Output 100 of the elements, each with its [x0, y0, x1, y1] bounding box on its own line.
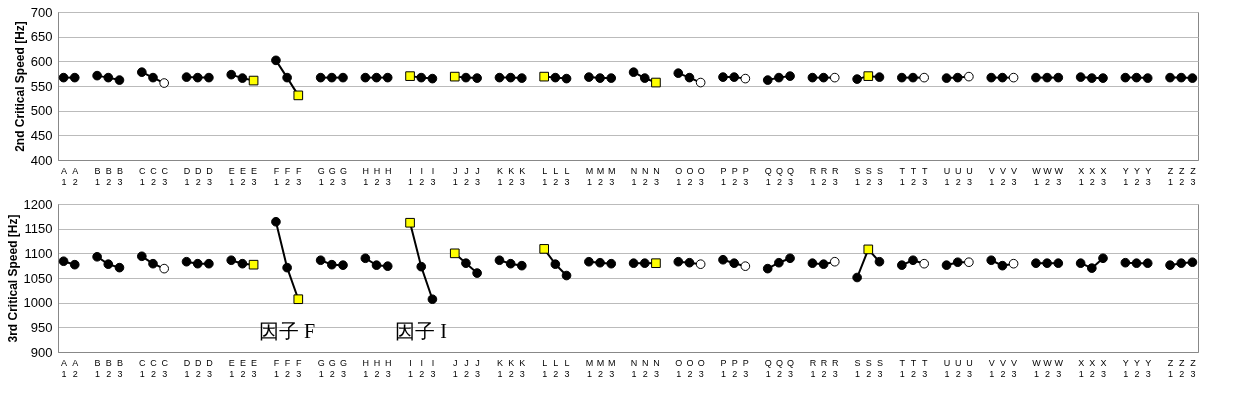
x-tick-label: S 1: [854, 357, 861, 379]
x-tick-label: Y 2: [1134, 165, 1141, 187]
x-tick-label: E 2: [239, 357, 246, 379]
x-tick-label: V 3: [1011, 165, 1018, 187]
x-tick-label: K 3: [519, 357, 526, 379]
x-tick-label: N 2: [642, 357, 649, 379]
x-tick-label: O 3: [697, 165, 705, 187]
y-tick-label: 600: [30, 53, 53, 69]
x-tick-label: T 2: [910, 357, 917, 379]
x-tick-label: C 3: [161, 357, 169, 379]
y-tick-label: 1000: [23, 295, 53, 311]
x-tick-label: D 2: [194, 165, 202, 187]
x-tick-label: B 1: [94, 357, 101, 379]
x-tick-label: G 1: [317, 165, 325, 187]
x-tick-label: N 3: [653, 357, 660, 379]
x-tick-label: U 2: [954, 165, 962, 187]
x-tick-label: Y 3: [1145, 165, 1152, 187]
x-tick-label: V 1: [988, 165, 995, 187]
x-tick-label: F 3: [296, 165, 303, 187]
x-tick-label: P 2: [731, 357, 738, 379]
x-tick-label: T 1: [899, 165, 906, 187]
x-tick-label: Q 1: [764, 357, 772, 379]
x-tick-label: M 3: [607, 357, 616, 379]
x-tick-label: S 3: [876, 165, 883, 187]
x-tick-label: X 2: [1089, 165, 1096, 187]
x-tick-label: J 2: [463, 165, 469, 187]
x-tick-label: Y 1: [1122, 357, 1129, 379]
x-tick-label: R 1: [809, 165, 817, 187]
y-tick-label: 650: [30, 29, 53, 45]
x-tick-label: H 2: [373, 357, 381, 379]
x-tick-label: L 2: [553, 357, 559, 379]
x-tick-label: X 1: [1078, 165, 1085, 187]
x-tick-label: E 1: [228, 165, 235, 187]
x-tick-label: U 1: [943, 357, 951, 379]
x-tick-label: Z 1: [1167, 165, 1174, 187]
x-tick-label: L 3: [564, 165, 570, 187]
x-tick-label: R 2: [820, 357, 828, 379]
x-tick-label: J 1: [452, 357, 458, 379]
x-tick-label: M 1: [585, 165, 594, 187]
x-tick-label: F 1: [273, 357, 280, 379]
x-tick-label: W 2: [1043, 165, 1053, 187]
x-tick-label: F 3: [296, 357, 303, 379]
x-tick-label: Q 3: [787, 165, 795, 187]
x-tick-label: X 2: [1089, 357, 1096, 379]
x-tick-label: U 2: [954, 357, 962, 379]
x-tick-label: J 3: [475, 357, 481, 379]
x-tick-label: V 1: [988, 357, 995, 379]
x-tick-label: A 1: [61, 165, 68, 187]
x-tick-label: J 3: [475, 165, 481, 187]
x-tick-label: D 1: [183, 357, 191, 379]
x-tick-label: W 1: [1032, 357, 1042, 379]
x-tick-label: U 1: [943, 165, 951, 187]
x-tick-label: B 2: [105, 357, 112, 379]
x-tick-label: L 1: [542, 357, 548, 379]
x-tick-label: N 3: [653, 165, 660, 187]
x-tick-label: W 2: [1043, 357, 1053, 379]
x-tick-label: L 1: [542, 165, 548, 187]
x-tick-label: I 1: [408, 357, 414, 379]
y-tick-label: 1100: [24, 245, 53, 261]
x-tick-label: G 1: [317, 357, 325, 379]
x-tick-label: O 2: [686, 165, 694, 187]
x-tick-label: Q 2: [775, 165, 783, 187]
x-tick-label: S 2: [865, 357, 872, 379]
x-tick-label: D 2: [194, 357, 202, 379]
x-tick-label: H 3: [384, 165, 392, 187]
x-tick-label: H 1: [362, 357, 370, 379]
y-tick-label: 500: [30, 103, 53, 119]
x-tick-label: Q 1: [764, 165, 772, 187]
y-tick-label: 450: [30, 127, 53, 143]
x-tick-label: P 1: [720, 357, 727, 379]
x-tick-label: H 3: [384, 357, 392, 379]
x-tick-label: B 1: [94, 165, 101, 187]
x-tick-label: A 2: [72, 357, 79, 379]
y-tick-label: 1200: [23, 196, 53, 212]
x-tick-label: G 2: [328, 165, 336, 187]
x-tick-label: T 2: [910, 165, 917, 187]
y-axis-title: 3rd Critical Speed [Hz]: [5, 214, 20, 343]
x-tick-label: A 2: [72, 165, 79, 187]
x-tick-label: F 2: [284, 357, 291, 379]
x-tick-label: R 3: [832, 165, 840, 187]
x-tick-label: R 3: [832, 357, 840, 379]
x-tick-label: M 2: [596, 357, 605, 379]
annotation: 因子 F: [258, 320, 316, 342]
x-tick-label: T 3: [921, 165, 928, 187]
x-tick-label: A 1: [61, 357, 68, 379]
x-tick-label: I 1: [408, 165, 414, 187]
y-tick-label: 950: [30, 319, 53, 335]
x-tick-label: X 3: [1100, 165, 1107, 187]
x-tick-label: P 3: [742, 165, 749, 187]
x-tick-label: I 2: [419, 357, 425, 379]
x-tick-label: C 2: [150, 165, 158, 187]
x-tick-label: Y 3: [1145, 357, 1152, 379]
y-tick-label: 700: [30, 4, 53, 20]
x-tick-label: M 2: [596, 165, 605, 187]
x-tick-label: T 1: [899, 357, 906, 379]
x-tick-label: S 2: [865, 165, 872, 187]
x-tick-label: Q 2: [775, 357, 783, 379]
x-tick-label: G 3: [339, 165, 348, 187]
x-tick-label: X 1: [1078, 357, 1085, 379]
x-tick-label: Y 2: [1134, 357, 1141, 379]
